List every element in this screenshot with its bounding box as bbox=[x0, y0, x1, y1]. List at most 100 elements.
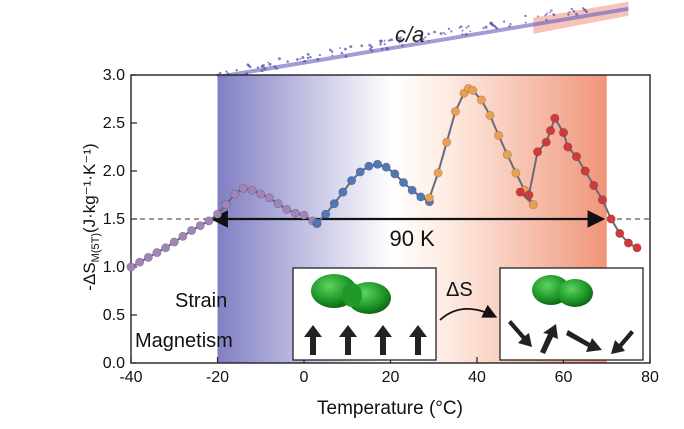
data-point bbox=[468, 85, 478, 95]
c-over-a-point bbox=[583, 9, 586, 12]
c-over-a-point bbox=[433, 30, 437, 34]
c-over-a-point bbox=[370, 49, 374, 53]
data-point bbox=[364, 161, 374, 171]
c-over-a-point bbox=[286, 60, 289, 63]
c-over-a-point bbox=[508, 24, 511, 28]
c-over-a-point bbox=[567, 13, 570, 16]
y-axis-label-sub: M(5T) bbox=[90, 233, 102, 262]
data-point bbox=[541, 137, 551, 147]
c-over-a-point bbox=[225, 70, 228, 73]
c-over-a-point bbox=[235, 68, 238, 72]
c-over-a-point bbox=[552, 13, 556, 17]
c-over-a-label: c/a bbox=[395, 22, 424, 47]
c-over-a-point bbox=[339, 47, 342, 50]
y-tick-label: 2.0 bbox=[103, 163, 125, 180]
data-point bbox=[329, 199, 339, 209]
data-point bbox=[381, 162, 391, 172]
c-over-a-point bbox=[524, 21, 527, 24]
data-point bbox=[524, 190, 534, 200]
data-point bbox=[247, 185, 257, 195]
data-point bbox=[338, 187, 348, 197]
grain-merged-icon bbox=[532, 275, 593, 307]
c-over-a-point bbox=[509, 22, 512, 26]
c-over-a-point bbox=[427, 32, 430, 36]
data-point bbox=[632, 243, 642, 253]
data-point bbox=[238, 183, 248, 193]
c-over-a-point bbox=[460, 25, 463, 28]
y-tick-label: 1.0 bbox=[103, 259, 125, 276]
c-over-a-point bbox=[267, 61, 270, 64]
span-label: 90 K bbox=[389, 226, 435, 251]
data-point bbox=[230, 189, 240, 199]
c-over-a-point bbox=[227, 72, 230, 75]
data-point bbox=[213, 209, 223, 219]
data-point bbox=[187, 226, 197, 236]
c-over-a-point bbox=[458, 26, 461, 29]
y-tick-label: 3.0 bbox=[103, 67, 125, 84]
y-axis-label-main: -ΔS bbox=[80, 262, 99, 290]
c-over-a-point bbox=[568, 11, 571, 14]
c-over-a-point bbox=[369, 47, 372, 51]
data-point bbox=[398, 178, 408, 188]
c-over-a-point bbox=[360, 44, 364, 48]
data-point bbox=[494, 130, 504, 140]
data-point bbox=[282, 204, 292, 214]
c-over-a-point bbox=[379, 42, 382, 46]
data-point bbox=[312, 218, 322, 228]
c-over-a-point bbox=[302, 60, 305, 63]
c-over-a-point bbox=[273, 65, 277, 69]
c-over-a-point bbox=[585, 10, 588, 14]
data-point bbox=[580, 166, 590, 176]
c-over-a-point bbox=[464, 33, 468, 37]
c-over-a-point bbox=[331, 54, 334, 57]
data-point bbox=[528, 200, 538, 210]
c-over-a-point bbox=[502, 20, 506, 23]
y-tick-label: 1.5 bbox=[103, 211, 125, 228]
c-over-a-band bbox=[216, 1, 629, 79]
c-over-a-point bbox=[299, 57, 302, 60]
c-over-a-point bbox=[491, 24, 495, 27]
axis-ticks: -40 -20 0 20 40 60 80 0.0 0.5 1.0 1.5 2.0 2.5 3.0 bbox=[103, 67, 659, 386]
c-over-a-point bbox=[461, 33, 464, 36]
c-over-a-point bbox=[278, 57, 281, 61]
data-point bbox=[597, 195, 607, 205]
data-point bbox=[195, 221, 205, 231]
c-over-a-point bbox=[301, 56, 305, 59]
c-over-a-point bbox=[379, 39, 383, 43]
c-over-a-point bbox=[306, 56, 310, 60]
strain-label: Strain bbox=[175, 290, 227, 312]
data-point bbox=[161, 243, 171, 253]
data-point bbox=[623, 238, 633, 248]
c-over-a-point bbox=[439, 32, 443, 35]
data-point bbox=[442, 137, 452, 147]
c-over-a-point bbox=[573, 10, 576, 13]
c-over-a-point bbox=[447, 27, 451, 31]
c-over-a-point bbox=[256, 66, 260, 69]
c-over-a-point bbox=[340, 51, 344, 55]
data-point bbox=[485, 110, 495, 120]
data-point bbox=[221, 200, 231, 210]
c-over-a-point bbox=[318, 53, 322, 57]
c-over-a-point bbox=[428, 39, 430, 42]
data-point bbox=[169, 237, 179, 247]
x-tick-label: 20 bbox=[382, 369, 400, 386]
curved-arrow-icon bbox=[439, 304, 498, 321]
data-point bbox=[373, 159, 383, 169]
c-over-a-point bbox=[484, 25, 488, 29]
delta-s-label: ΔS bbox=[446, 279, 473, 301]
data-point bbox=[515, 187, 525, 197]
magnetism-label: Magnetism bbox=[135, 330, 233, 352]
y-tick-label: 0.5 bbox=[103, 307, 125, 324]
x-tick-label: 60 bbox=[555, 369, 573, 386]
c-over-a-point bbox=[469, 30, 472, 33]
data-point bbox=[606, 214, 616, 224]
c-over-a-point bbox=[383, 43, 386, 46]
y-axis-label-units: (J·kg⁻¹·K⁻¹) bbox=[80, 143, 99, 233]
c-over-a-point bbox=[401, 44, 404, 47]
data-markers bbox=[126, 83, 642, 272]
c-over-a-point bbox=[398, 37, 402, 41]
c-over-a-point bbox=[344, 47, 347, 51]
c-over-a-point bbox=[330, 50, 334, 53]
x-tick-label: -40 bbox=[119, 369, 142, 386]
x-axis-label: Temperature (°C) bbox=[317, 398, 463, 419]
